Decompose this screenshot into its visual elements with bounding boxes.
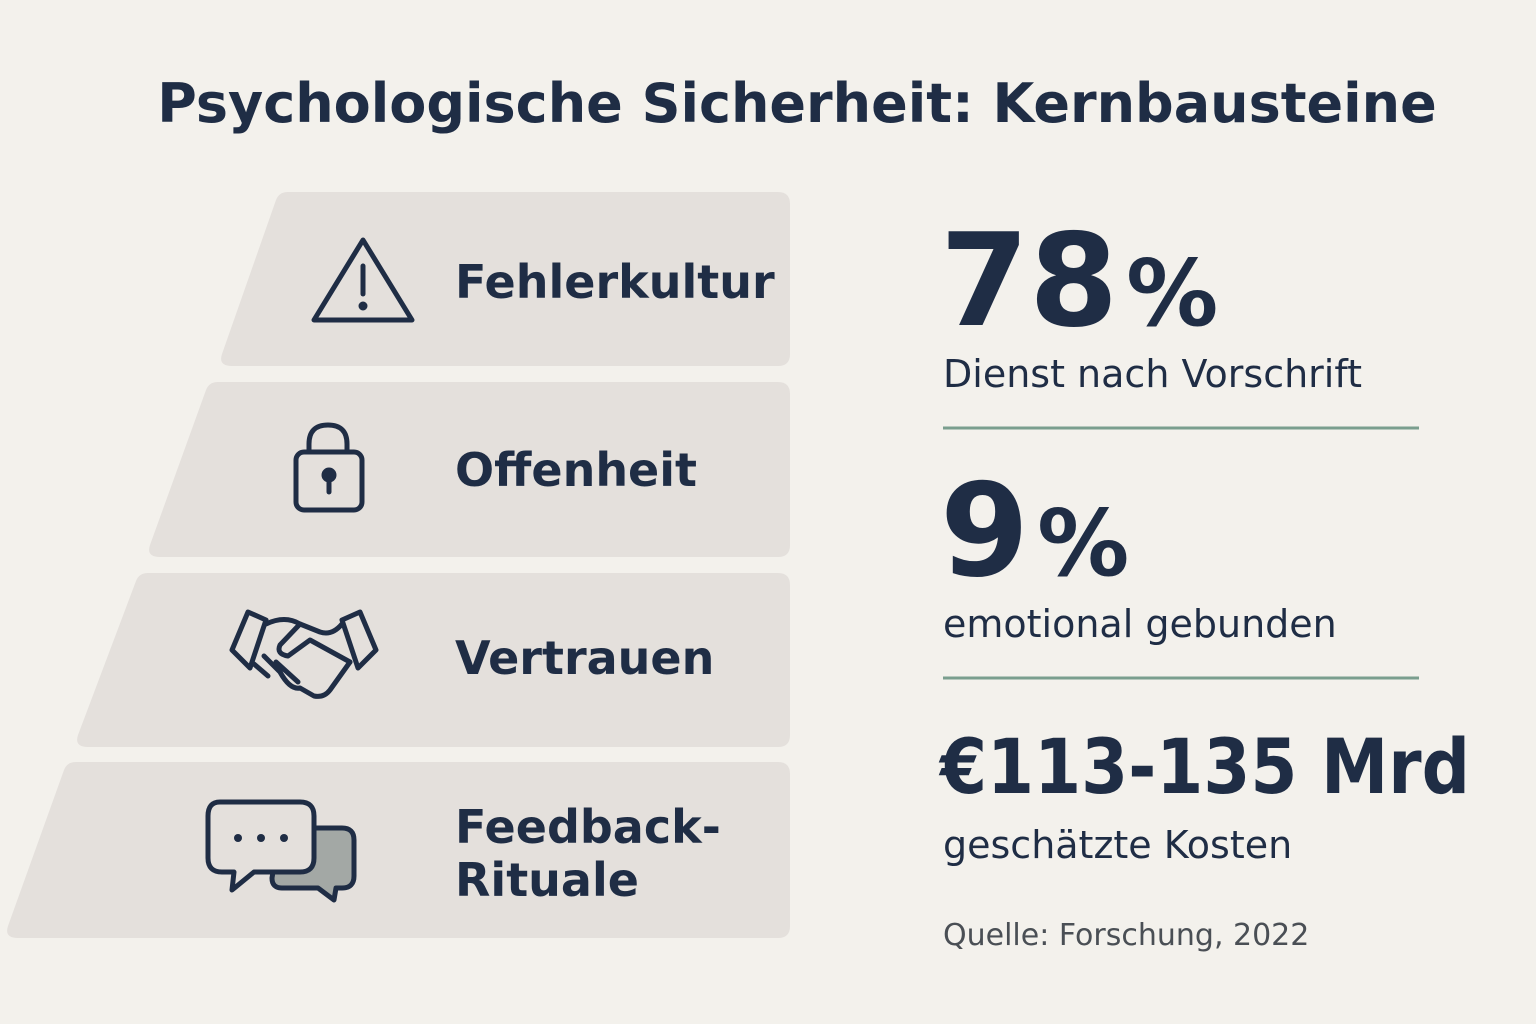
block-label: Vertrauen [455,631,714,685]
handshake-icon [229,609,379,699]
lock-icon [293,422,365,513]
block [149,382,791,557]
block-label: Fehlerkultur [455,255,775,309]
stat-unit: % [1126,240,1218,347]
stat-value: 78% [940,207,1218,356]
stat-number: €113-135 Mrd [938,722,1470,811]
stat-number: 9 [940,457,1029,606]
stat-caption: Dienst nach Vorschrift [943,352,1362,396]
stat-unit: % [1037,490,1129,597]
warning-icon [311,237,415,323]
stat-value: 9% [940,457,1129,606]
block-label: Feedback- [455,800,721,854]
stat-caption: geschätzte Kosten [943,823,1292,867]
chat-icon [205,799,357,903]
source: Quelle: Forschung, 2022 [943,918,1309,953]
block [7,762,791,938]
stat-number: 78 [940,207,1118,356]
block-label: Rituale [455,853,639,907]
title: Psychologische Sicherheit: Kernbausteine [157,72,1437,135]
stat-caption: emotional gebunden [943,602,1337,646]
block-label: Offenheit [455,443,697,497]
